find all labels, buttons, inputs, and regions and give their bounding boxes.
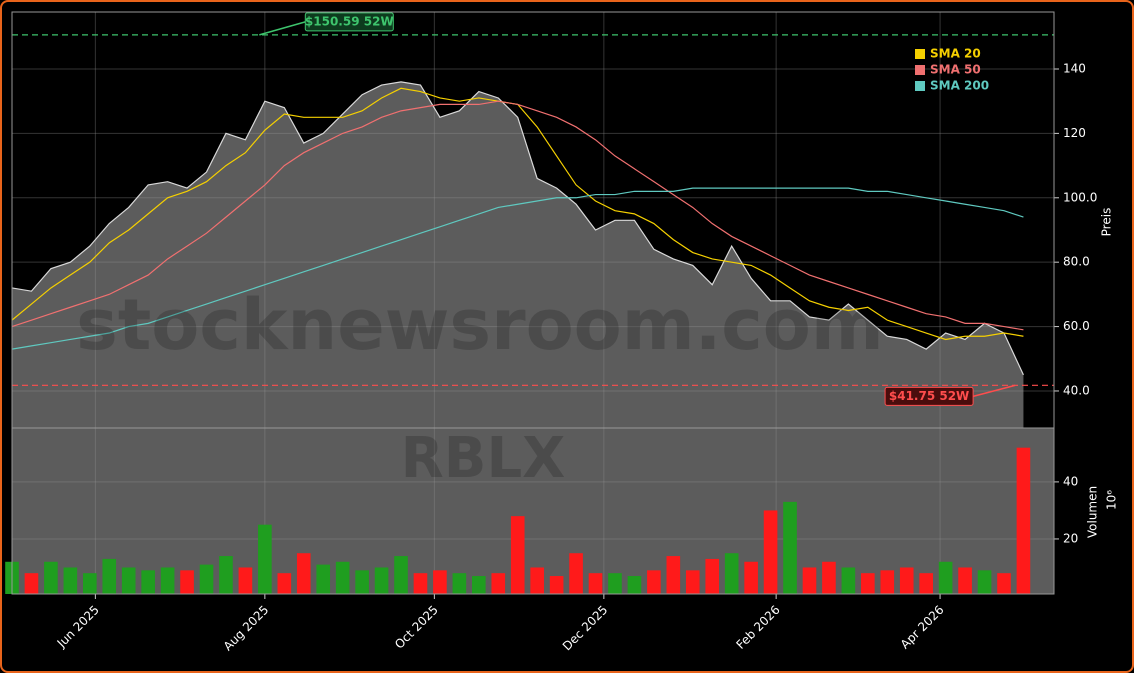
volume-bar bbox=[822, 561, 836, 594]
sma-line bbox=[11, 187, 1024, 350]
legend-label: SMA 200 bbox=[930, 79, 989, 93]
legend-label: SMA 50 bbox=[930, 63, 981, 77]
y-tick-label: 40.0 bbox=[1063, 383, 1090, 397]
x-tick-label: Oct 2025 bbox=[392, 603, 441, 652]
volume-bar bbox=[238, 567, 253, 594]
x-tick-label: Dec 2025 bbox=[560, 603, 611, 654]
y-tick-label: 120 bbox=[1063, 126, 1086, 140]
watermark: stocknewsroom.com bbox=[76, 284, 884, 366]
legend-swatch bbox=[915, 65, 925, 75]
y-tick-label: 60.0 bbox=[1063, 319, 1090, 333]
y-tick-label: 80.0 bbox=[1063, 255, 1090, 269]
legend-swatch bbox=[915, 81, 925, 91]
volume-bar bbox=[666, 556, 681, 594]
volume-bar bbox=[763, 510, 778, 594]
price-area bbox=[12, 81, 1024, 429]
x-tick-label: Apr 2026 bbox=[898, 603, 947, 652]
volume-bar bbox=[102, 558, 117, 594]
volume-bar bbox=[355, 570, 369, 594]
volume-bar bbox=[880, 570, 895, 594]
volume-bar bbox=[802, 567, 817, 594]
legend-swatch bbox=[915, 49, 925, 59]
volume-bar bbox=[938, 561, 953, 594]
volume-bar bbox=[63, 567, 78, 594]
x-tick-label: Jun 2025 bbox=[54, 603, 102, 651]
volume-bar bbox=[627, 576, 642, 594]
x-tick-label: Feb 2026 bbox=[734, 603, 783, 652]
volume-axis-title: Volumen bbox=[1086, 486, 1100, 538]
annotation-arrow bbox=[972, 384, 1016, 398]
volume-bar bbox=[997, 573, 1011, 594]
volume-bar bbox=[258, 524, 272, 594]
volume-bar bbox=[160, 567, 175, 594]
volume-bar bbox=[783, 501, 797, 594]
volume-bar bbox=[958, 567, 972, 594]
plot-frame bbox=[11, 11, 1055, 595]
volume-axis-exponent: 10⁶ bbox=[1105, 490, 1119, 510]
volume-bar bbox=[647, 570, 661, 594]
volume-bar bbox=[433, 570, 447, 594]
volume-bar bbox=[1016, 447, 1031, 594]
sma-line bbox=[11, 100, 1024, 331]
volume-bar bbox=[491, 573, 506, 594]
x-tick-label: Aug 2025 bbox=[221, 603, 272, 654]
volume-bar bbox=[277, 573, 292, 594]
annotation-arrow bbox=[259, 21, 306, 36]
volume-bar bbox=[452, 573, 467, 594]
volume-bar bbox=[724, 553, 739, 594]
volume-bar bbox=[121, 567, 136, 594]
volume-bar bbox=[744, 561, 758, 594]
volume-bar bbox=[861, 573, 875, 594]
volume-bar bbox=[510, 516, 525, 594]
volume-bar bbox=[199, 564, 214, 594]
volume-bar bbox=[219, 556, 233, 594]
y-axis-title: Preis bbox=[1100, 208, 1114, 237]
volume-bar bbox=[685, 570, 700, 594]
y-tick-label: 140 bbox=[1063, 61, 1086, 75]
volume-bar bbox=[919, 573, 933, 594]
volume-bar bbox=[588, 573, 603, 594]
volume-bar bbox=[44, 561, 58, 594]
volume-bar bbox=[705, 558, 720, 594]
volume-bar bbox=[569, 553, 583, 594]
volume-bar bbox=[472, 576, 486, 594]
volume-bar bbox=[335, 561, 350, 594]
volume-bar bbox=[180, 570, 194, 594]
legend-label: SMA 20 bbox=[930, 47, 981, 61]
volume-bar bbox=[374, 567, 389, 594]
annotation-label: $150.59 52W bbox=[305, 14, 394, 28]
volume-bar bbox=[394, 556, 408, 594]
volume-bar bbox=[530, 567, 544, 594]
volume-bar bbox=[141, 570, 155, 594]
volume-bar bbox=[296, 553, 311, 594]
volume-panel bbox=[12, 428, 1054, 594]
watermark-symbol: RBLX bbox=[401, 426, 566, 491]
volume-bar bbox=[24, 573, 39, 594]
volume-bar bbox=[977, 570, 992, 594]
annotation-box bbox=[884, 386, 974, 406]
volume-bar bbox=[82, 573, 97, 594]
volume-bar bbox=[413, 573, 428, 594]
volume-bar bbox=[316, 564, 331, 594]
annotation-box bbox=[304, 12, 394, 32]
y-tick-label: 100.0 bbox=[1063, 190, 1097, 204]
volume-bar bbox=[841, 567, 856, 594]
volume-y-tick-label: 40 bbox=[1063, 474, 1078, 488]
volume-y-tick-label: 20 bbox=[1063, 531, 1078, 545]
volume-bar bbox=[899, 567, 914, 594]
volume-bar bbox=[608, 573, 622, 594]
annotation-label: $41.75 52W bbox=[889, 389, 969, 403]
volume-bar bbox=[549, 576, 564, 594]
